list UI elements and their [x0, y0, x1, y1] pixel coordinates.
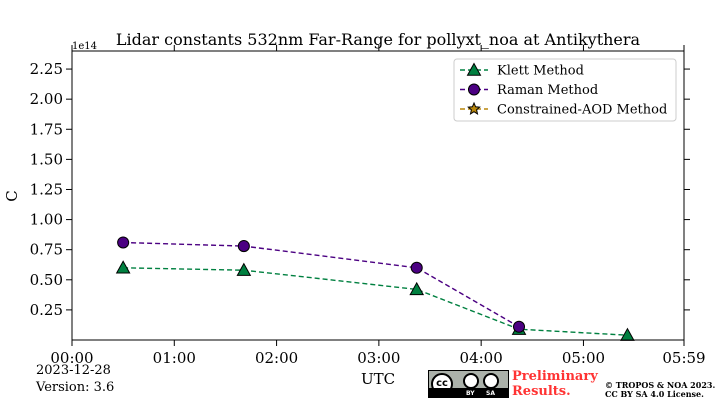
data-point	[512, 320, 526, 333]
chart-title: Lidar constants 532nm Far-Range for poll…	[116, 30, 641, 49]
y-tick-label: 0.75	[30, 241, 63, 259]
y-tick-label: 1.75	[30, 120, 63, 138]
cc-license-badge: cc BY SA	[428, 370, 509, 398]
data-point	[410, 261, 423, 274]
cc-by-icon	[463, 373, 479, 389]
axis-ticks: 00:00 01:00 02:00 03:00 04:00 05:00 05:59 0.25 0…	[30, 45, 706, 367]
legend: Klett Method Raman Method Constrained-AOD …	[453, 58, 677, 122]
y-tick-label: 0.25	[30, 301, 63, 319]
preliminary-line-2: Results.	[512, 384, 571, 399]
y-tick-label: 1.25	[30, 180, 63, 198]
y-axis-label: C	[3, 190, 21, 201]
series-line	[123, 267, 628, 336]
data-point	[409, 281, 425, 296]
legend-entry-label: Klett Method	[497, 64, 584, 79]
data-point	[236, 262, 252, 276]
legend-entry-label: Raman Method	[497, 83, 598, 98]
data-point	[117, 236, 130, 249]
copyright-notice: © TROPOS & NOA 2023. CC BY SA 4.0 Licens…	[605, 381, 715, 399]
cc-badge-strip	[429, 388, 508, 397]
series-line	[123, 241, 520, 328]
x-tick-label: 02:00	[255, 349, 298, 367]
x-tick-label: 01:00	[153, 349, 196, 367]
legend-box	[453, 58, 677, 122]
cc-sa-label: SA	[486, 390, 495, 397]
preliminary-notice: Preliminary Results.	[512, 369, 598, 399]
copyright-line-2: CC BY SA 4.0 License.	[605, 389, 704, 399]
x-tick-label: 03:00	[357, 349, 400, 367]
x-axis-label: UTC	[361, 370, 395, 388]
plot-frame	[71, 50, 685, 341]
cc-sa-icon	[483, 373, 499, 389]
x-tick-label: 05:59	[662, 349, 705, 367]
y-tick-label: 1.50	[30, 150, 63, 168]
footer-date: 2023-12-28	[36, 363, 111, 378]
data-point	[237, 240, 250, 253]
x-tick-label: 05:00	[562, 349, 605, 367]
data-point	[115, 260, 131, 274]
cc-by-label: BY	[466, 390, 475, 397]
footer-version: Version: 3.6	[36, 380, 115, 395]
y-tick-label: 0.50	[30, 271, 63, 289]
y-tick-label: 1.00	[30, 211, 63, 229]
x-tick-label: 04:00	[460, 349, 503, 367]
series-layer	[115, 236, 635, 341]
legend-swatch-marker	[467, 83, 481, 96]
y-offset-label: 1e14	[72, 41, 97, 52]
preliminary-line-1: Preliminary	[512, 369, 598, 384]
y-tick-label: 2.25	[30, 60, 63, 78]
legend-entry-label: Constrained-AOD Method	[497, 103, 667, 118]
legend-swatch-marker	[467, 101, 481, 115]
legend-swatch-marker	[466, 62, 482, 76]
x-tick-label: 00:00	[50, 349, 93, 367]
copyright-line-1: © TROPOS & NOA 2023.	[605, 380, 716, 390]
y-tick-label: 2.00	[30, 90, 63, 108]
